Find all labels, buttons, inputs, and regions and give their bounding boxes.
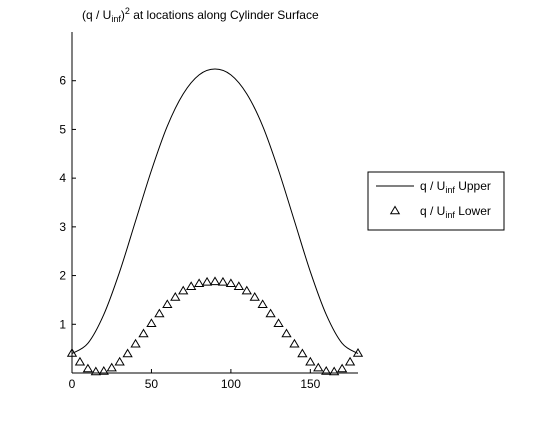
data-point-lower bbox=[114, 356, 125, 366]
data-point-lower bbox=[90, 366, 101, 376]
data-point-lower bbox=[265, 308, 276, 318]
legend-marker-swatch bbox=[389, 205, 401, 215]
data-point-lower bbox=[257, 299, 268, 308]
data-point-lower bbox=[106, 362, 117, 372]
data-point-lower bbox=[321, 366, 332, 375]
data-point-lower bbox=[162, 299, 173, 308]
title-mid: ) bbox=[121, 8, 125, 22]
y-tick-label: 4 bbox=[59, 171, 66, 185]
data-point-lower bbox=[281, 328, 292, 338]
data-point-lower bbox=[297, 348, 308, 358]
data-point-lower bbox=[209, 276, 221, 286]
data-point-lower bbox=[329, 366, 340, 376]
data-point-lower bbox=[352, 348, 364, 357]
legend-label-subscript: inf bbox=[445, 185, 455, 195]
data-point-lower bbox=[225, 278, 237, 288]
data-point-lower bbox=[193, 278, 205, 288]
data-point-lower bbox=[98, 366, 109, 375]
data-point-lower bbox=[66, 348, 78, 357]
data-point-lower bbox=[273, 318, 284, 327]
data-point-lower bbox=[122, 348, 133, 358]
x-tick-label: 50 bbox=[145, 377, 159, 391]
legend-label-suffix: Upper bbox=[455, 179, 491, 193]
y-tick-label: 5 bbox=[59, 122, 66, 136]
data-point-lower bbox=[201, 276, 213, 286]
legend-label: q / Uinf Lower bbox=[420, 204, 491, 220]
title-subscript: inf bbox=[111, 14, 121, 24]
data-point-lower bbox=[344, 356, 356, 366]
series-0 bbox=[71, 68, 359, 354]
plot-area: 1 2 3 4 5 6 0 50 100 150 bbox=[59, 32, 364, 391]
y-tick-label: 6 bbox=[59, 74, 66, 88]
data-point-lower bbox=[249, 292, 260, 301]
x-tick-label: 150 bbox=[300, 377, 320, 391]
data-point-lower bbox=[241, 285, 252, 295]
series-line-upper bbox=[71, 68, 359, 354]
data-point-lower bbox=[170, 292, 181, 301]
data-point-lower bbox=[186, 281, 197, 290]
y-tick-label: 3 bbox=[59, 220, 66, 234]
legend-label-prefix: q / U bbox=[420, 204, 445, 218]
data-point-lower bbox=[217, 276, 229, 286]
data-point-lower bbox=[130, 338, 141, 348]
data-point-lower bbox=[178, 285, 189, 295]
series-1 bbox=[66, 276, 364, 376]
data-point-lower bbox=[74, 356, 86, 366]
data-point-lower bbox=[233, 281, 244, 290]
x-tick-label: 0 bbox=[69, 377, 76, 391]
data-point-lower bbox=[305, 356, 316, 366]
title-superscript: 2 bbox=[125, 6, 130, 16]
chart-title: (q / Uinf)2 at locations along Cylinder … bbox=[82, 6, 319, 24]
data-point-lower bbox=[336, 363, 348, 373]
title-prefix: (q / U bbox=[82, 8, 111, 22]
data-point-lower bbox=[82, 363, 94, 373]
data-point-lower bbox=[289, 338, 300, 348]
title-suffix: at locations along Cylinder Surface bbox=[130, 8, 319, 22]
legend-label-prefix: q / U bbox=[420, 179, 445, 193]
data-point-lower bbox=[138, 328, 149, 338]
data-point-lower bbox=[313, 362, 324, 372]
legend-label-suffix: Lower bbox=[455, 204, 491, 218]
x-tick-label: 100 bbox=[221, 377, 241, 391]
legend-label: q / Uinf Upper bbox=[420, 179, 491, 195]
data-point-lower bbox=[154, 308, 165, 318]
y-tick-label: 1 bbox=[59, 317, 66, 331]
data-point-lower bbox=[146, 318, 157, 327]
y-tick-label: 2 bbox=[59, 269, 66, 283]
legend-label-subscript: inf bbox=[445, 210, 455, 220]
legend-box bbox=[367, 171, 505, 231]
